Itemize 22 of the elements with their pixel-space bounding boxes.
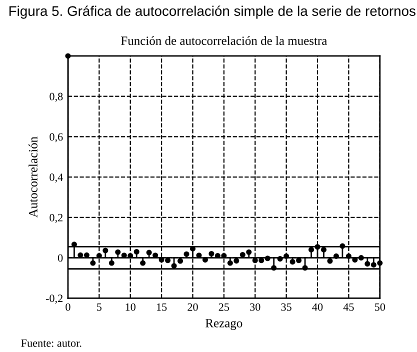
- source-note: Fuente: autor.: [21, 339, 82, 347]
- chart-title: Figura 5. Gráfica de autocorrelación simple de la serie de retornos: [9, 6, 416, 19]
- y-tick-label: 0,2: [50, 214, 62, 223]
- chart-subtitle: Función de autocorrelación de la muestra: [121, 36, 328, 45]
- y-tick-label: 0,4: [50, 174, 63, 183]
- y-tick-label: 0,6: [50, 133, 63, 142]
- x-tick-label: 5: [97, 303, 102, 311]
- y-tick-label: 0,8: [50, 92, 63, 102]
- y-tick-label: -0,2: [46, 294, 62, 304]
- x-tick-label: 35: [281, 303, 292, 311]
- x-tick-label: 25: [218, 303, 230, 311]
- x-tick-label: 45: [343, 303, 354, 311]
- x-axis-title: Rezago: [206, 319, 242, 330]
- x-tick-label: 50: [374, 303, 386, 311]
- x-tick-label: 40: [312, 303, 323, 311]
- x-tick-label: 0: [66, 303, 70, 311]
- x-tick-label: 30: [250, 303, 260, 311]
- y-axis-title: Autocorrelación: [28, 136, 38, 218]
- x-tick-label: 20: [188, 303, 198, 311]
- y-tick-label: 0: [58, 254, 63, 262]
- x-tick-label: 10: [126, 303, 136, 311]
- x-tick-label: 15: [156, 303, 167, 311]
